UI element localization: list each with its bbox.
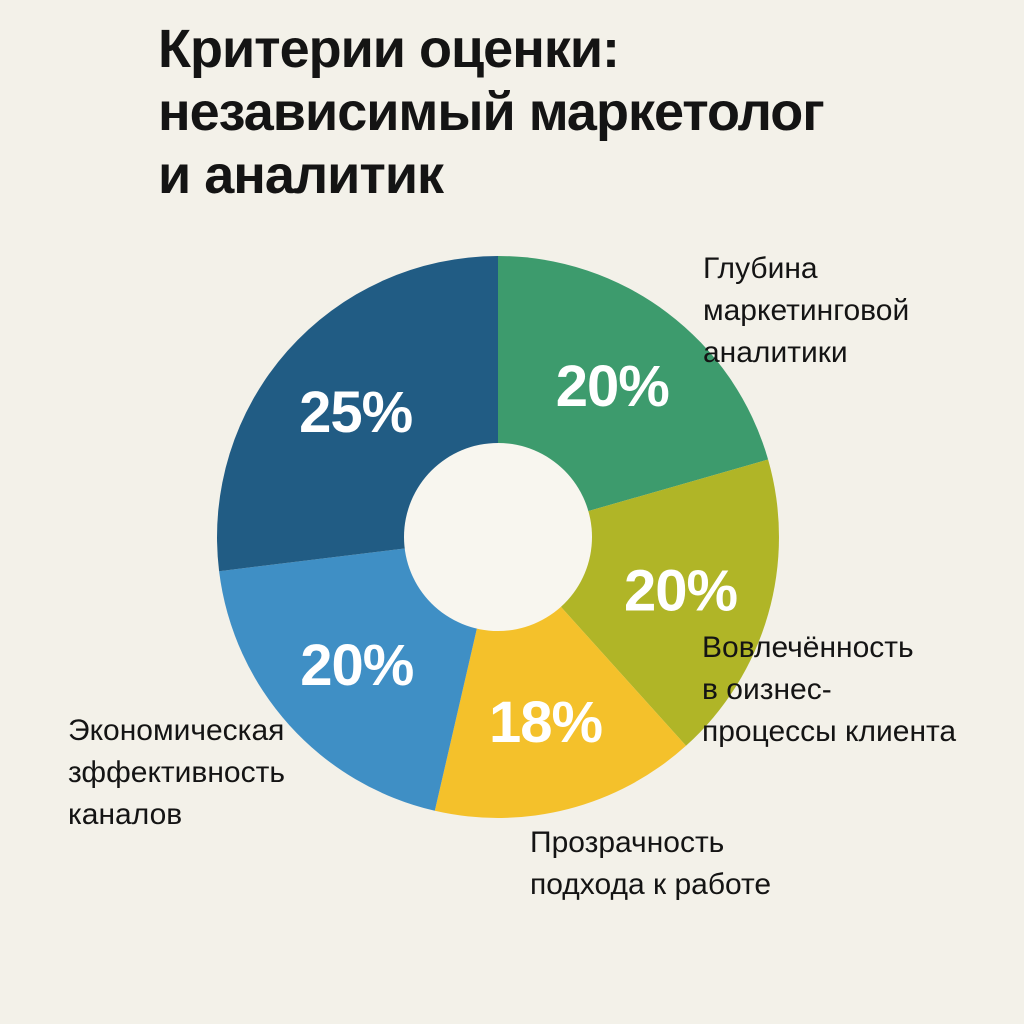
value-label-analytics-depth: 20% <box>556 354 670 419</box>
value-label-involvement: 20% <box>624 558 738 623</box>
page-title: Критерии оценки: независимый маркетолог … <box>158 19 825 205</box>
donut-hole <box>404 443 592 631</box>
value-label-unlabeled-blue: 25% <box>299 380 413 445</box>
pie-segment-economic-efficiency <box>219 537 498 811</box>
segment-callout-analytics-depth: Глубина маркетинговой аналитики <box>703 252 910 369</box>
segment-callout-economic-efficiency: Экономическая зффективность каналов <box>68 714 285 831</box>
segment-callout-transparency: Прозрачность подхода к работе <box>530 826 772 901</box>
value-label-economic-efficiency: 20% <box>300 633 414 698</box>
segment-callout-involvement: Вовлечённость в оизнес- процессы клиента <box>702 631 957 748</box>
value-label-transparency: 18% <box>489 690 603 755</box>
pie-segment-analytics-depth <box>498 256 769 537</box>
